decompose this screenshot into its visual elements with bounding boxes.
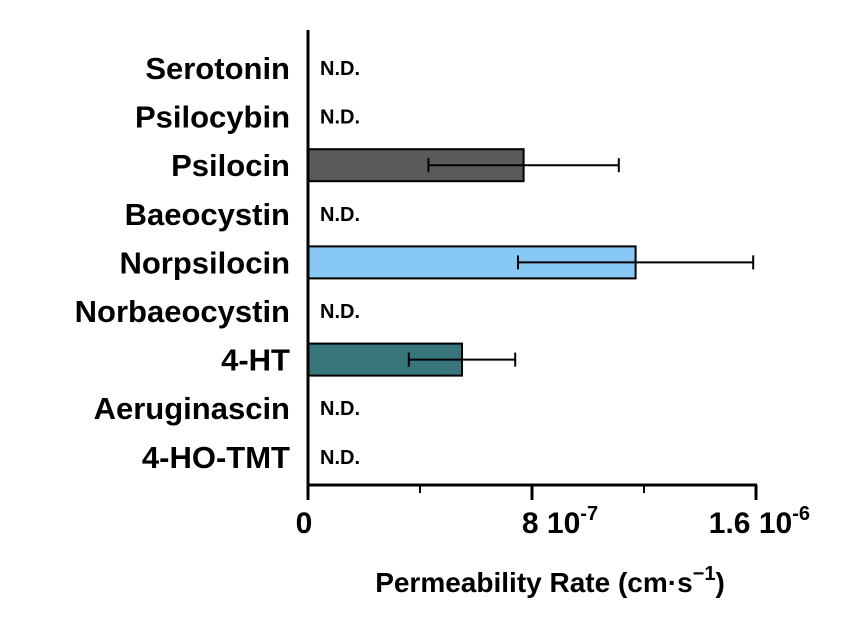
not-detected-labels-layer: N.D. N.D. N.D. N.D. N.D. N.D. — [320, 58, 360, 469]
error-bar-4-ht — [407, 352, 517, 367]
x-axis-title-close: ) — [715, 567, 724, 598]
category-label-serotonin: Serotonin — [145, 51, 290, 86]
x-tick-label-exponent-1: -7 — [580, 503, 598, 525]
x-tick-label-mantissa-0: 0 — [296, 507, 313, 540]
category-label-norbaeocystin: Norbaeocystin — [75, 294, 290, 329]
x-ticks-layer — [306, 485, 758, 500]
nd-label-psilocybin: N.D. — [320, 107, 360, 129]
category-label-psilocin: Psilocin — [171, 148, 290, 183]
x-tick-label-exponent-2: -6 — [792, 503, 810, 525]
category-label-baeocystin: Baeocystin — [125, 197, 290, 232]
nd-label-norbaeocystin: N.D. — [320, 301, 360, 323]
nd-label-serotonin: N.D. — [320, 58, 360, 80]
category-label-4-ht: 4-HT — [221, 343, 290, 378]
x-tick-label-mantissa-2: 1.6 10 — [709, 507, 792, 540]
error-bars-layer — [407, 158, 755, 367]
x-axis-title-main: Permeability Rate (cm·s — [375, 567, 692, 598]
x-axis-title-superscript: −1 — [693, 563, 716, 585]
x-tick-labels-layer: 0 8 10-7 1.6 10-6 — [296, 503, 810, 540]
x-axis-title: Permeability Rate (cm·s−1) — [375, 563, 725, 598]
category-label-aeruginascin: Aeruginascin — [94, 391, 290, 426]
category-labels-layer: Serotonin Psilocybin Psilocin Baeocystin Nor… — [75, 51, 290, 475]
category-label-psilocybin: Psilocybin — [135, 100, 290, 135]
error-bar-psilocin — [427, 158, 620, 173]
nd-label-4-ho-tmt: N.D. — [320, 447, 360, 469]
category-label-4-ho-tmt: 4-HO-TMT — [142, 440, 290, 475]
x-tick-label-2: 1.6 10-6 — [709, 503, 810, 540]
x-tick-label-0: 0 — [296, 507, 313, 540]
category-label-norpsilocin: Norpsilocin — [119, 245, 290, 280]
nd-label-baeocystin: N.D. — [320, 204, 360, 226]
x-tick-label-mantissa-1: 8 10 — [522, 507, 580, 540]
error-bar-norpsilocin — [517, 255, 755, 270]
nd-label-aeruginascin: N.D. — [320, 398, 360, 420]
x-tick-label-1: 8 10-7 — [522, 503, 598, 540]
